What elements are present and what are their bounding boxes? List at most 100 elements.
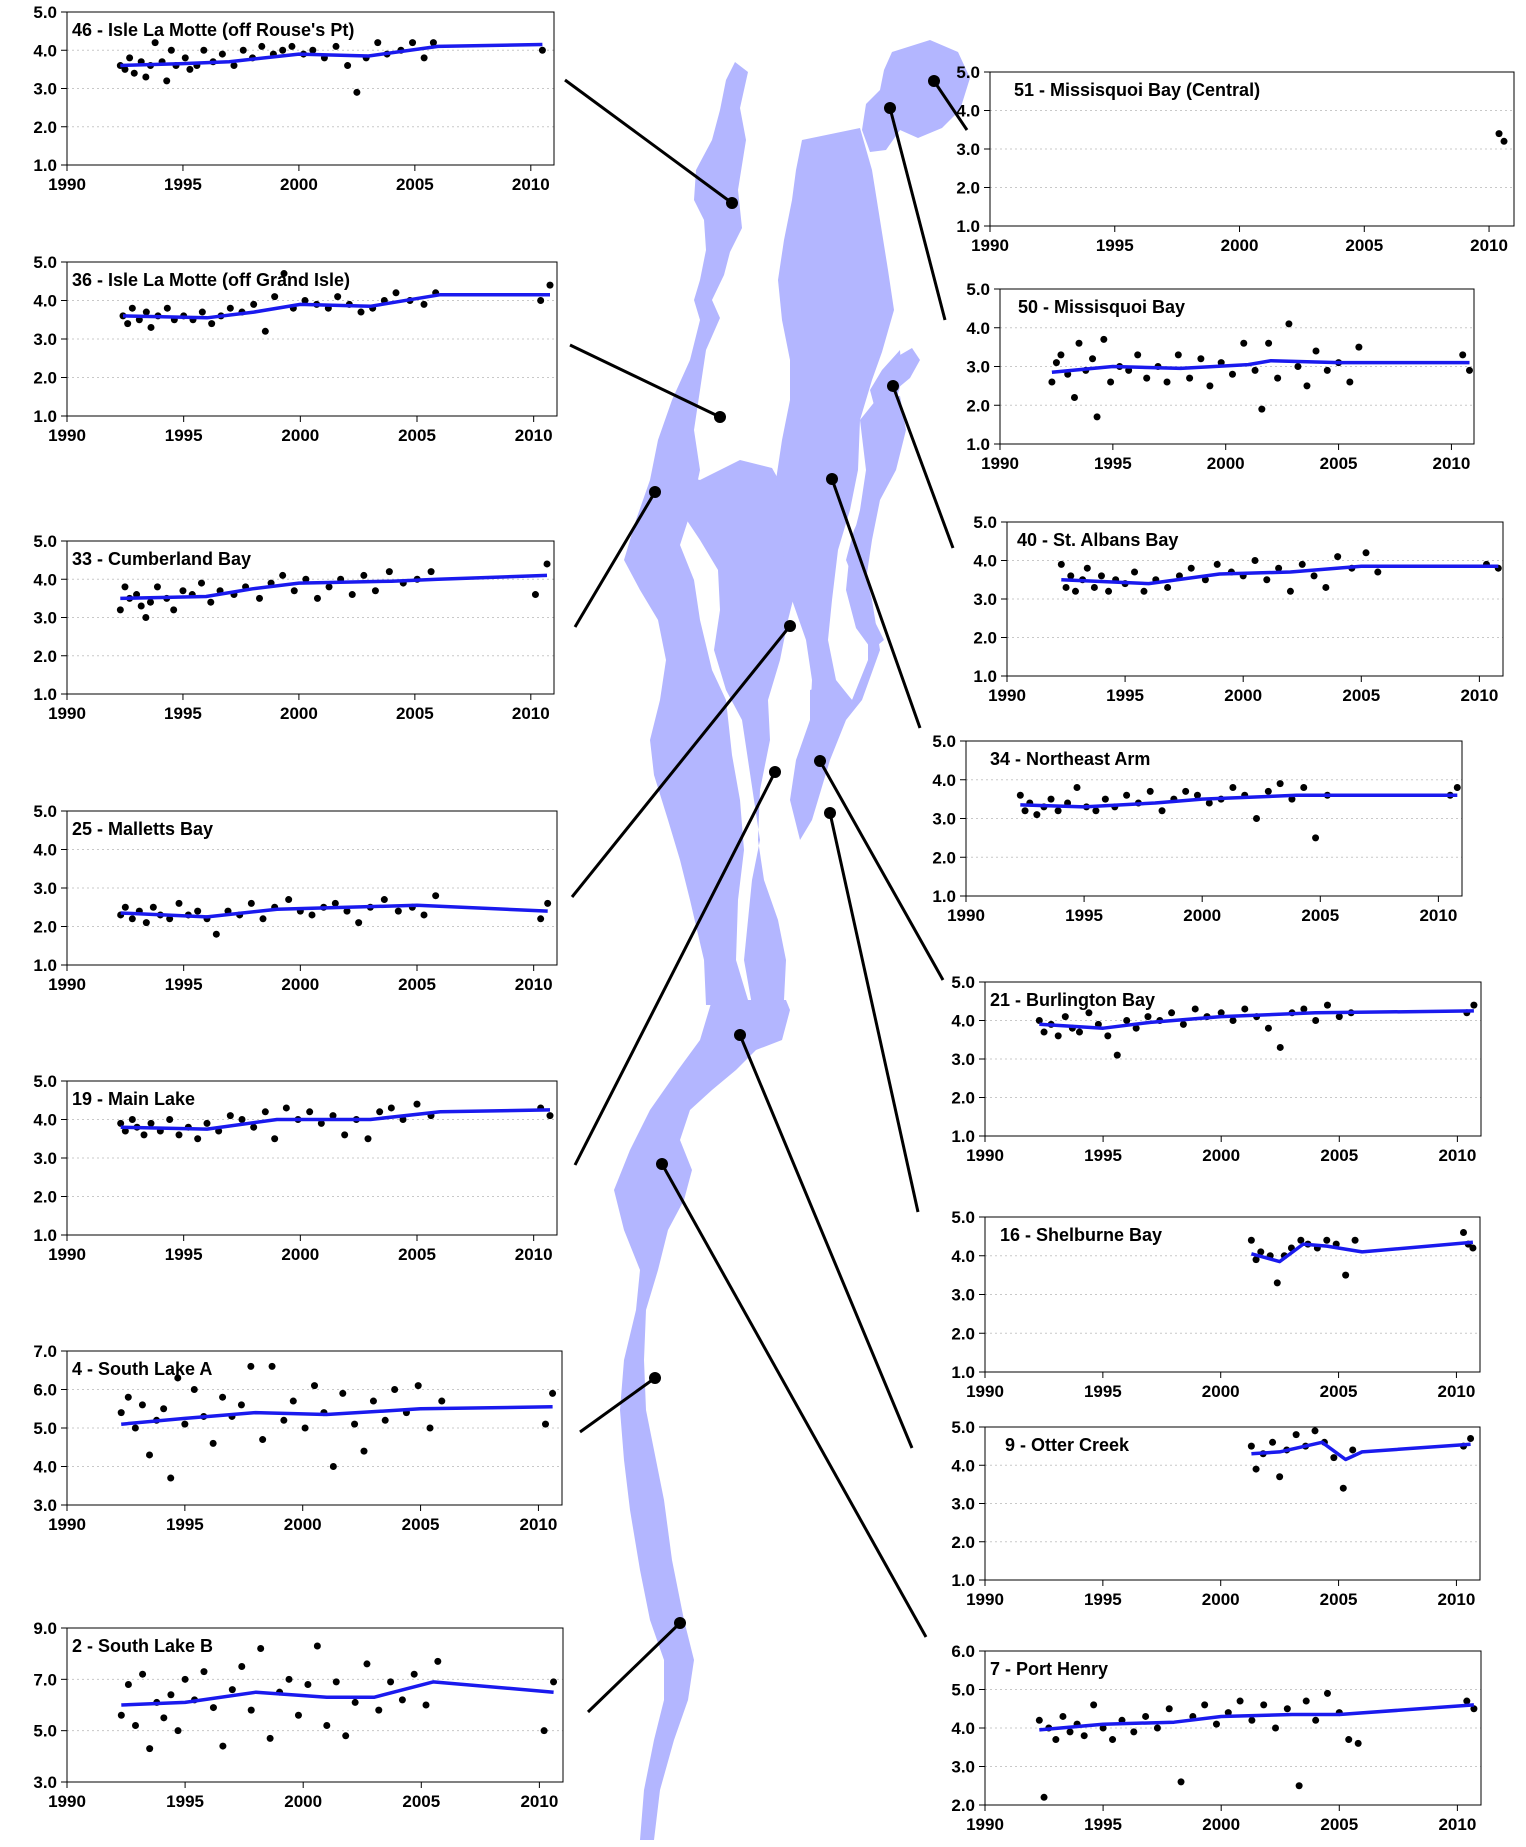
x-tick-label: 1995 — [1084, 1382, 1122, 1401]
data-point — [280, 1416, 288, 1424]
data-point — [288, 42, 296, 50]
data-point — [348, 591, 356, 599]
data-point — [237, 1401, 245, 1409]
data-point — [376, 1108, 384, 1116]
data-point — [255, 594, 263, 602]
y-tick-label: 2.0 — [33, 647, 57, 666]
y-tick-label: 2.0 — [33, 1188, 57, 1207]
x-tick-label: 1995 — [165, 975, 203, 994]
data-point — [546, 281, 554, 289]
connector-line-51 — [932, 80, 969, 131]
data-point — [339, 1389, 347, 1397]
data-point — [1294, 363, 1302, 370]
panel-36: 1.0 2.0 3.0 4.0 5.0 1990 1995 2000 2005 2010 36 - … — [33, 253, 558, 445]
y-tick-label: 5.0 — [33, 253, 57, 272]
data-point — [1182, 787, 1190, 795]
data-point — [238, 1116, 246, 1123]
data-point — [329, 1463, 337, 1470]
x-tick-label: 1995 — [165, 426, 203, 445]
data-point — [1470, 1001, 1478, 1009]
y-tick-label: 6.0 — [33, 1381, 57, 1400]
x-tick-label: 1990 — [966, 1815, 1004, 1834]
y-tick-label: 5.0 — [951, 1208, 975, 1227]
data-point — [1248, 1716, 1256, 1724]
panel-title: 25 - Malletts Bay — [72, 819, 213, 839]
data-point — [1143, 374, 1151, 382]
trend-line — [1020, 793, 1458, 809]
data-point — [308, 911, 316, 919]
data-point — [1298, 560, 1306, 568]
data-point — [301, 1424, 309, 1432]
data-point — [304, 1680, 312, 1688]
data-point — [1288, 795, 1296, 803]
data-point — [1191, 1005, 1199, 1013]
data-point — [1286, 587, 1294, 595]
x-tick-label: 2000 — [281, 426, 319, 445]
y-tick-label: 3.0 — [33, 330, 57, 349]
data-point — [1354, 1739, 1362, 1747]
x-tick-label: 1990 — [971, 236, 1009, 255]
data-point — [121, 583, 129, 591]
data-point — [190, 1386, 198, 1393]
data-point — [1062, 583, 1070, 591]
data-point — [1193, 791, 1201, 799]
data-point — [325, 583, 333, 591]
panel-40: 1.0 2.0 3.0 4.0 5.0 1990 1995 2000 2005 2010 40 - … — [973, 513, 1504, 705]
connector-line-9 — [738, 1034, 914, 1449]
panel-title: 51 - Missisquoi Bay (Central) — [1014, 80, 1260, 100]
data-point — [124, 1393, 132, 1401]
y-tick-label: 5.0 — [932, 732, 956, 751]
x-tick-label: 1990 — [48, 1245, 86, 1264]
data-point — [543, 560, 551, 568]
y-tick-label: 1.0 — [951, 1363, 975, 1382]
data-point — [414, 1382, 422, 1390]
data-point — [385, 568, 393, 576]
data-point — [1164, 583, 1172, 591]
data-point — [257, 1645, 265, 1653]
data-point — [271, 1135, 279, 1143]
x-tick-label: 2000 — [281, 1245, 319, 1264]
y-tick-label: 2.0 — [951, 1089, 975, 1108]
data-point — [537, 297, 545, 304]
x-tick-label: 1990 — [48, 704, 86, 723]
station-marker-50 — [884, 102, 896, 114]
data-point — [1035, 1017, 1043, 1024]
y-tick-label: 4.0 — [932, 771, 956, 790]
data-point — [151, 39, 159, 47]
data-point — [1241, 1005, 1249, 1013]
x-tick-label: 1995 — [165, 1245, 203, 1264]
data-point — [250, 300, 258, 308]
data-point — [364, 1135, 372, 1143]
data-point — [137, 602, 145, 610]
x-tick-label: 2000 — [1221, 236, 1259, 255]
data-point — [1292, 1431, 1300, 1439]
data-point — [238, 1663, 246, 1670]
panel-46: 1.0 2.0 3.0 4.0 5.0 1990 1995 2000 2005 2010 46 - … — [33, 3, 555, 194]
data-point — [1269, 1438, 1277, 1446]
data-point — [1460, 1229, 1467, 1236]
y-tick-label: 4.0 — [33, 292, 57, 311]
data-point — [1285, 320, 1293, 328]
panel-title: 19 - Main Lake — [72, 1089, 195, 1109]
data-point — [1351, 1236, 1359, 1244]
data-point — [1075, 339, 1083, 347]
connector-line-36 — [569, 343, 721, 419]
data-point — [121, 65, 129, 73]
data-point — [409, 39, 417, 47]
data-point — [1123, 791, 1131, 799]
y-tick-label: 3.0 — [973, 590, 997, 609]
data-point — [194, 907, 202, 915]
data-point — [1312, 1716, 1320, 1724]
data-point — [1330, 1454, 1338, 1462]
x-tick-label: 2000 — [1202, 1382, 1240, 1401]
data-point — [1274, 374, 1282, 382]
connector-line-34 — [830, 478, 922, 729]
data-point — [279, 571, 287, 579]
trend-line — [1051, 358, 1470, 375]
y-tick-label: 5.0 — [33, 1419, 57, 1438]
data-point — [426, 1424, 434, 1432]
station-marker-19 — [769, 766, 781, 778]
data-point — [1240, 339, 1248, 347]
data-point — [124, 1680, 132, 1688]
y-tick-label: 1.0 — [33, 407, 57, 426]
